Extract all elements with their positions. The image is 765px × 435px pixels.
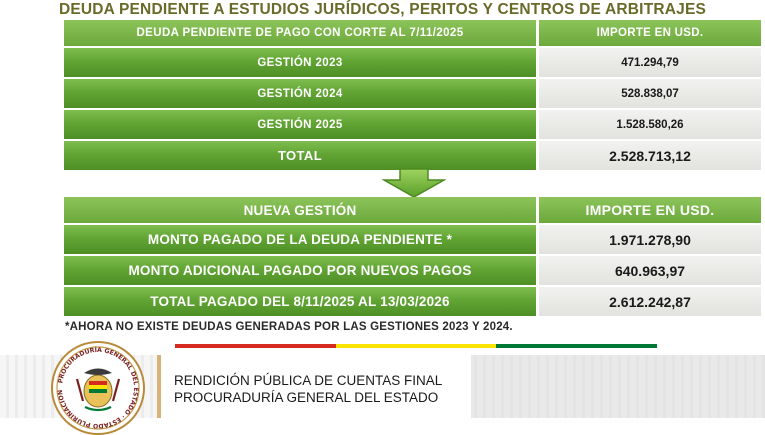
row-amount: 1.971.278,90 (539, 225, 761, 254)
row-amount: 471.294,79 (539, 48, 761, 77)
pending-debt-table: DEUDA PENDIENTE DE PAGO CON CORTE AL 7/1… (64, 20, 761, 172)
table-row: GESTIÓN 2025 1.528.580,26 (64, 110, 761, 139)
row-label: TOTAL (64, 141, 536, 170)
row-amount: 640.963,97 (539, 256, 761, 285)
row-label: MONTO ADICIONAL PAGADO POR NUEVOS PAGOS (64, 256, 536, 285)
total-row: TOTAL 2.528.713,12 (64, 141, 761, 170)
footer-card (157, 355, 471, 418)
row-label: MONTO PAGADO DE LA DEUDA PENDIENTE * (64, 225, 536, 254)
row-label: TOTAL PAGADO DEL 8/11/2025 AL 13/03/2026 (64, 287, 536, 316)
row-label: GESTIÓN 2024 (64, 79, 536, 108)
table-row: MONTO ADICIONAL PAGADO POR NUEVOS PAGOS … (64, 256, 761, 285)
header-amount: IMPORTE EN USD. (539, 197, 761, 223)
header-label: DEUDA PENDIENTE DE PAGO CON CORTE AL 7/1… (64, 20, 536, 46)
footnote: *AHORA NO EXISTE DEUDAS GENERADAS POR LA… (65, 321, 513, 333)
page-title: DEUDA PENDIENTE A ESTUDIOS JURÍDICOS, PE… (58, 1, 707, 18)
table-row: MONTO PAGADO DE LA DEUDA PENDIENTE * 1.9… (64, 225, 761, 254)
institution-seal-logo: PROCURADURÍA GENERAL DEL ESTADO · ESTADO… (51, 341, 145, 435)
footer-line-2: PROCURADURÍA GENERAL DEL ESTADO (174, 390, 439, 405)
total-row: TOTAL PAGADO DEL 8/11/2025 AL 13/03/2026… (64, 287, 761, 316)
footer-line-1: RENDICIÓN PÚBLICA DE CUENTAS FINAL (174, 373, 443, 388)
table-row: GESTIÓN 2024 528.838,07 (64, 79, 761, 108)
down-arrow-icon (382, 168, 446, 198)
new-management-table: NUEVA GESTIÓN IMPORTE EN USD. MONTO PAGA… (64, 197, 761, 318)
table-header-row: DEUDA PENDIENTE DE PAGO CON CORTE AL 7/1… (64, 20, 761, 46)
row-amount: 2.612.242,87 (539, 287, 761, 316)
table-row: GESTIÓN 2023 471.294,79 (64, 48, 761, 77)
row-label: GESTIÓN 2025 (64, 110, 536, 139)
header-label: NUEVA GESTIÓN (64, 197, 536, 223)
row-label: GESTIÓN 2023 (64, 48, 536, 77)
row-amount: 1.528.580,26 (539, 110, 761, 139)
header-amount: IMPORTE EN USD. (539, 20, 761, 46)
row-amount: 528.838,07 (539, 79, 761, 108)
table-header-row: NUEVA GESTIÓN IMPORTE EN USD. (64, 197, 761, 223)
row-amount: 2.528.713,12 (539, 141, 761, 170)
flag-stripe (175, 344, 658, 348)
